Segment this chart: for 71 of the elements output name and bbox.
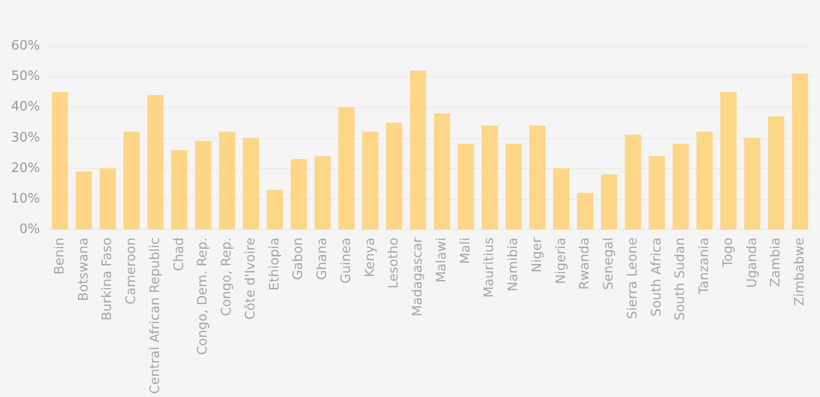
x-tick-label: South Africa	[649, 238, 664, 317]
x-tick-label: Botswana	[76, 238, 92, 302]
bar	[52, 92, 68, 230]
bar	[218, 132, 236, 230]
x-tick-label: Zimbabwe	[792, 238, 808, 306]
y-tick-label: 50%	[11, 69, 40, 84]
x-tick-label: Rwanda	[578, 238, 593, 290]
bar	[434, 113, 450, 230]
bar	[314, 156, 331, 230]
bar	[100, 168, 116, 230]
x-tick-label: Mauritius	[482, 237, 498, 298]
bar	[76, 171, 92, 230]
bar	[362, 132, 378, 230]
y-tick-label: 20%	[11, 160, 40, 176]
bar	[792, 74, 808, 230]
x-tick-label: Central African Republic	[148, 238, 163, 394]
bar	[529, 126, 546, 230]
x-tick-label: Burkina Faso	[100, 237, 116, 320]
x-tick-label: Madagascar	[410, 236, 426, 316]
bar	[123, 132, 140, 230]
bar	[410, 70, 426, 230]
bar	[696, 132, 713, 230]
bar	[171, 150, 188, 230]
x-tick-label: Zambia	[768, 238, 784, 287]
y-tick-label: 60%	[11, 38, 40, 54]
x-tick-label: Malawi	[434, 238, 450, 283]
bar	[482, 126, 498, 230]
bar	[338, 107, 355, 230]
bar	[266, 190, 283, 230]
x-tick-label: Congo, Dem. Rep.	[196, 238, 211, 356]
y-tick-label: 0%	[19, 222, 40, 238]
x-tick-label: Nigeria	[554, 238, 569, 284]
x-tick-label: Ethiopia	[267, 238, 282, 290]
bar	[744, 138, 760, 230]
x-tick-label: Kenya	[362, 238, 378, 278]
bar	[648, 156, 665, 230]
bar	[242, 138, 260, 230]
y-tick-label: 30%	[11, 130, 40, 146]
bar	[195, 140, 212, 230]
y-tick-label: 10%	[11, 191, 40, 206]
x-tick-label: Guinea	[338, 238, 354, 284]
x-tick-label: Mali	[458, 238, 474, 264]
x-tick-label: Lesotho	[386, 237, 402, 289]
x-tick-label: Cameroon	[124, 238, 140, 304]
bar	[290, 159, 307, 230]
x-tick-label: Uganda	[744, 238, 760, 288]
bar	[458, 144, 474, 230]
bar	[624, 134, 642, 230]
x-tick-label: Congo, Rep.	[220, 238, 235, 316]
x-tick-label: Sierra Leone	[625, 238, 640, 320]
bar	[505, 144, 522, 230]
bar	[768, 116, 784, 230]
x-tick-label: Côte d'Ivoire	[243, 238, 258, 320]
bar	[386, 122, 402, 230]
x-tick-label: Gabon	[291, 238, 306, 280]
x-tick-label: Namibia	[506, 238, 522, 292]
bar	[577, 192, 594, 230]
bar	[600, 174, 618, 230]
bar	[720, 92, 737, 230]
x-tick-label: Niger	[530, 236, 545, 272]
x-tick-label: Ghana	[315, 238, 330, 280]
y-tick-label: 40%	[11, 100, 40, 115]
x-tick-label: Tanzania	[697, 238, 712, 296]
bar	[553, 168, 570, 230]
bar	[672, 144, 689, 230]
x-tick-label: Togo	[720, 237, 736, 268]
x-tick-label: Chad	[172, 238, 187, 272]
x-tick-label: Senegal	[602, 238, 617, 290]
x-tick-label: South Sudan	[673, 238, 688, 320]
bar	[147, 94, 164, 230]
x-tick-label: Benin	[52, 238, 68, 275]
